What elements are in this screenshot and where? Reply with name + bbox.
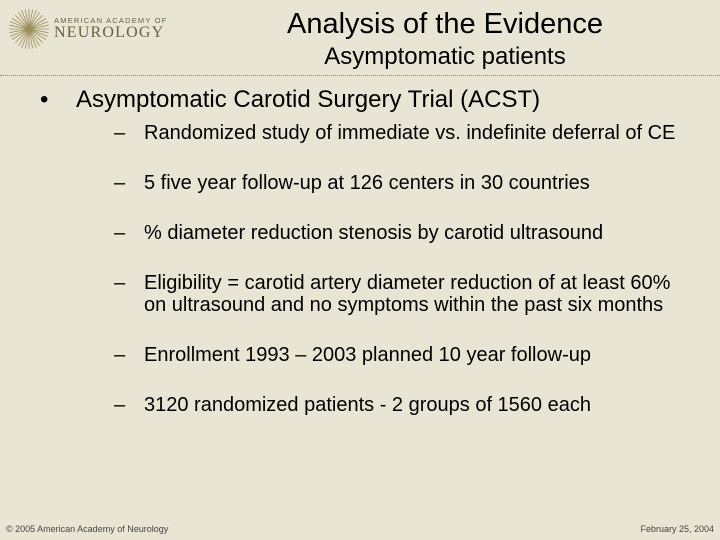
starburst-icon (8, 8, 50, 50)
sub-bullet-text: Eligibility = carotid artery diameter re… (144, 272, 690, 316)
bullet-marker: • (40, 86, 76, 114)
dash-marker: – (114, 172, 144, 194)
dash-marker: – (114, 272, 144, 316)
sub-bullet-text: Randomized study of immediate vs. indefi… (144, 122, 675, 144)
dash-marker: – (114, 394, 144, 416)
main-bullet-text: Asymptomatic Carotid Surgery Trial (ACST… (76, 86, 540, 114)
sub-bullet: – % diameter reduction stenosis by carot… (114, 222, 690, 244)
dash-marker: – (114, 122, 144, 144)
sub-bullet-text: % diameter reduction stenosis by carotid… (144, 222, 603, 244)
dash-marker: – (114, 222, 144, 244)
slide-subtitle: Asymptomatic patients (210, 43, 680, 71)
sub-bullet: – 3120 randomized patients - 2 groups of… (114, 394, 690, 416)
sub-bullet: – Randomized study of immediate vs. inde… (114, 122, 690, 144)
slide-header: AMERICAN ACADEMY OF NEUROLOGY Analysis o… (0, 0, 720, 71)
slide-title: Analysis of the Evidence (210, 8, 680, 41)
sub-bullet: – Eligibility = carotid artery diameter … (114, 272, 690, 316)
logo-line2: NEUROLOGY (54, 25, 168, 41)
footer-copyright: © 2005 American Academy of Neurology (6, 524, 168, 534)
org-logo: AMERICAN ACADEMY OF NEUROLOGY (0, 8, 210, 50)
main-bullet: • Asymptomatic Carotid Surgery Trial (AC… (40, 86, 690, 114)
sub-bullet: – Enrollment 1993 – 2003 planned 10 year… (114, 344, 690, 366)
sub-bullet-text: Enrollment 1993 – 2003 planned 10 year f… (144, 344, 591, 366)
footer-date: February 25, 2004 (640, 524, 714, 534)
sub-bullet-text: 5 five year follow-up at 126 centers in … (144, 172, 590, 194)
title-block: Analysis of the Evidence Asymptomatic pa… (210, 8, 720, 71)
slide-content: • Asymptomatic Carotid Surgery Trial (AC… (0, 76, 720, 416)
sub-bullet-text: 3120 randomized patients - 2 groups of 1… (144, 394, 591, 416)
logo-text: AMERICAN ACADEMY OF NEUROLOGY (54, 17, 168, 41)
dash-marker: – (114, 344, 144, 366)
sub-bullet: – 5 five year follow-up at 126 centers i… (114, 172, 690, 194)
